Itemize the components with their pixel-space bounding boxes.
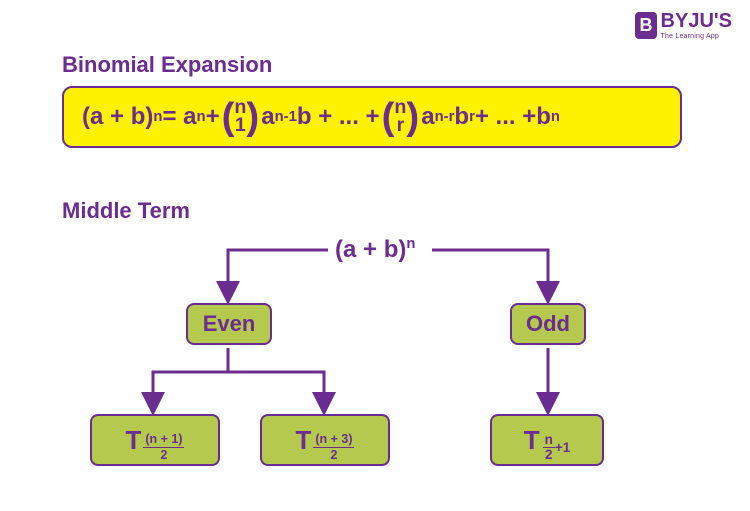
formula-t2b: b + ... + bbox=[297, 103, 380, 131]
formula-t3b: b bbox=[454, 103, 469, 131]
brand-badge: B bbox=[635, 12, 657, 39]
leaf2-T: T bbox=[296, 425, 312, 456]
leaf2-num: (n + 3) bbox=[313, 433, 354, 447]
heading-expansion: Binomial Expansion bbox=[62, 52, 272, 78]
leaf1-den: 2 bbox=[160, 448, 167, 461]
leaf3-d: 2 bbox=[545, 448, 553, 462]
binom1-bot: 1 bbox=[235, 117, 246, 135]
binomial-formula: (a + b)n = an + ( n1 ) an-1 b + ... + ( … bbox=[82, 99, 560, 134]
formula-t3a: a bbox=[421, 103, 434, 131]
leaf1-T: T bbox=[126, 425, 142, 456]
leaf-even-term-2: T (n + 3) 2 bbox=[260, 414, 390, 466]
leaf3-subscript: n 2 +1 bbox=[543, 433, 571, 461]
brand-logo: B BYJU'S The Learning App bbox=[635, 10, 732, 40]
root-base: (a + b) bbox=[335, 236, 406, 263]
formula-lhs: (a + b) bbox=[82, 103, 153, 131]
binomial-formula-box: (a + b)n = an + ( n1 ) an-1 b + ... + ( … bbox=[62, 86, 682, 148]
binom-nr: ( nr ) bbox=[382, 99, 420, 134]
leaf2-den: 2 bbox=[330, 448, 337, 461]
node-odd: Odd bbox=[510, 303, 586, 345]
leaf3-T: T bbox=[524, 425, 540, 456]
leaf1-subscript: (n + 1) 2 bbox=[143, 433, 184, 461]
leaf2-subscript: (n + 3) 2 bbox=[313, 433, 354, 461]
leaf3-plus: +1 bbox=[555, 440, 570, 455]
formula-tail: + ... +b bbox=[475, 103, 551, 131]
leaf-even-term-1: T (n + 1) 2 bbox=[90, 414, 220, 466]
leaf3-n: n bbox=[543, 433, 555, 448]
binom2-bot: r bbox=[397, 117, 405, 135]
root-expression: (a + b)n bbox=[335, 236, 415, 264]
heading-middle-term: Middle Term bbox=[62, 198, 190, 224]
formula-plus1: + bbox=[206, 103, 220, 131]
formula-t2a: a bbox=[261, 103, 274, 131]
brand-tagline: The Learning App bbox=[661, 33, 732, 40]
root-exp: n bbox=[406, 236, 415, 252]
formula-eq: = a bbox=[162, 103, 196, 131]
leaf-odd-term: T n 2 +1 bbox=[490, 414, 604, 466]
brand-name: BYJU'S bbox=[661, 10, 732, 33]
leaf1-num: (n + 1) bbox=[143, 433, 184, 447]
binom-n1: ( n1 ) bbox=[222, 99, 260, 134]
node-even: Even bbox=[186, 303, 272, 345]
